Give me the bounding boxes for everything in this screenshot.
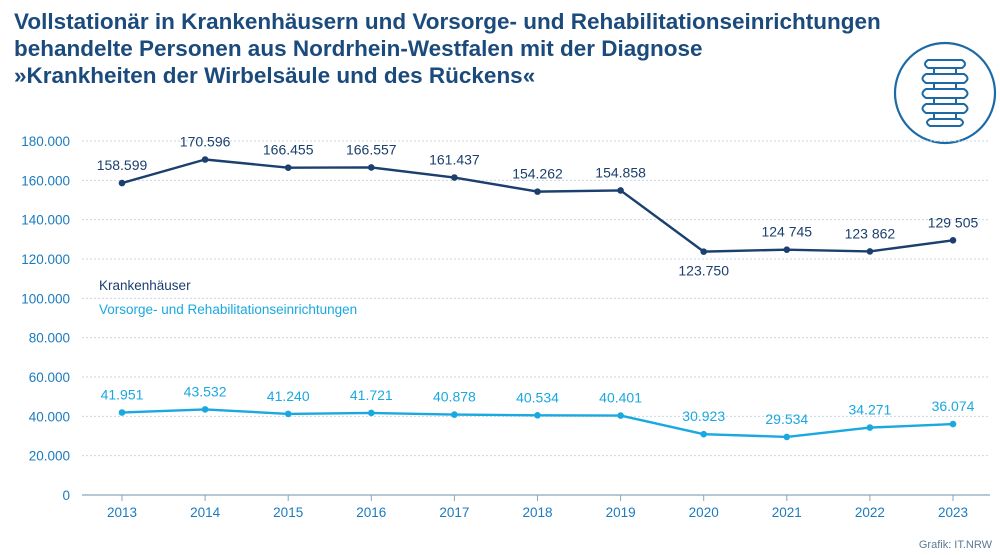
data-point [451, 411, 458, 418]
data-point [201, 406, 209, 413]
data-label: 154.262 [512, 166, 563, 182]
data-point [949, 237, 957, 244]
data-label: 166.557 [346, 141, 397, 157]
data-labels: 158.599 170.596 166.455 166.557 161.437 154.2… [97, 133, 979, 426]
data-point [368, 409, 375, 417]
data-point [534, 188, 541, 195]
data-label: 40.401 [599, 390, 642, 406]
title-line-3: »Krankheiten der Wirbelsäule und des Rüc… [14, 63, 536, 88]
x-tick-label: 2020 [689, 505, 719, 520]
x-tick-label: 2023 [938, 505, 968, 520]
data-label: 34.271 [848, 402, 891, 418]
y-tick-label: 0 [62, 488, 70, 503]
data-point [617, 187, 624, 194]
y-tick-label: 120.000 [21, 252, 70, 267]
y-tick-label: 60.000 [29, 370, 70, 385]
data-point [949, 420, 957, 428]
data-point [451, 174, 458, 181]
spine-icon [893, 41, 997, 145]
title-line-1: Vollstationär in Krankenhäusern und Vors… [14, 9, 881, 34]
data-point [201, 156, 209, 163]
data-point [700, 430, 707, 438]
data-point [368, 164, 375, 171]
x-tick-label: 2014 [190, 505, 221, 520]
x-tick-label: 2019 [606, 505, 636, 520]
data-point [534, 411, 541, 419]
y-tick-label: 20.000 [29, 449, 70, 464]
data-label: 36.074 [932, 398, 975, 414]
data-label: 43.532 [184, 383, 227, 399]
series-lines [118, 156, 957, 441]
data-label: 41.240 [267, 388, 310, 404]
y-tick-label: 160.000 [21, 173, 70, 188]
y-tick-label: 140.000 [21, 213, 70, 228]
data-label: 123 862 [845, 225, 896, 241]
data-label: 124 745 [761, 224, 812, 240]
data-point [118, 179, 126, 187]
data-label: 161.437 [429, 152, 480, 168]
x-tick-label: 2016 [356, 505, 386, 520]
data-label: 129 505 [928, 214, 979, 230]
data-label: 29.534 [765, 411, 808, 427]
data-point [783, 433, 791, 441]
y-tick-label: 80.000 [29, 331, 70, 346]
data-point [866, 248, 874, 255]
x-tick-label: 2017 [439, 505, 469, 520]
data-label: 154.858 [595, 164, 646, 180]
data-point [284, 164, 292, 171]
data-point [284, 410, 292, 418]
data-label: 41.721 [350, 387, 393, 403]
y-tick-label: 100.000 [21, 291, 70, 306]
data-point [700, 248, 707, 255]
source-credit: Grafik: IT.NRW [918, 539, 992, 551]
data-label: 40.878 [433, 389, 476, 405]
x-tick-label: 2015 [273, 505, 303, 520]
y-tick-label: 40.000 [29, 409, 70, 424]
x-axis-ticks: 2013 2014 2015 2016 2017 2018 2019 2020 2021 2022… [107, 495, 968, 520]
legend: Krankenhäuser Vorsorge- und Rehabilitatio… [99, 278, 357, 317]
data-label: 166.455 [263, 142, 314, 158]
y-tick-label: 180.000 [21, 134, 70, 149]
legend-entry-2: Vorsorge- und Rehabilitationseinrichtung… [99, 302, 357, 317]
legend-entry-1: Krankenhäuser [99, 278, 191, 293]
data-label: 40.534 [516, 389, 559, 405]
data-label: 123.750 [678, 263, 729, 279]
title-line-2: behandelte Personen aus Nordrhein-Westfa… [14, 36, 703, 61]
x-tick-label: 2022 [855, 505, 885, 520]
data-point [617, 412, 624, 419]
data-label: 158.599 [97, 157, 148, 173]
data-point [783, 246, 791, 253]
x-tick-label: 2013 [107, 505, 137, 520]
data-label: 41.951 [101, 386, 144, 402]
x-tick-label: 2018 [522, 505, 552, 520]
y-axis-ticks: 0 20.000 40.000 60.000 80.000 100.000 120.000 1… [21, 134, 70, 503]
data-point [118, 409, 126, 416]
x-tick-label: 2021 [772, 505, 802, 520]
chart-title: Vollstationär in Krankenhäusern und Vors… [14, 8, 884, 89]
data-label: 170.596 [180, 133, 231, 149]
data-point [866, 424, 874, 431]
data-label: 30.923 [682, 408, 725, 424]
